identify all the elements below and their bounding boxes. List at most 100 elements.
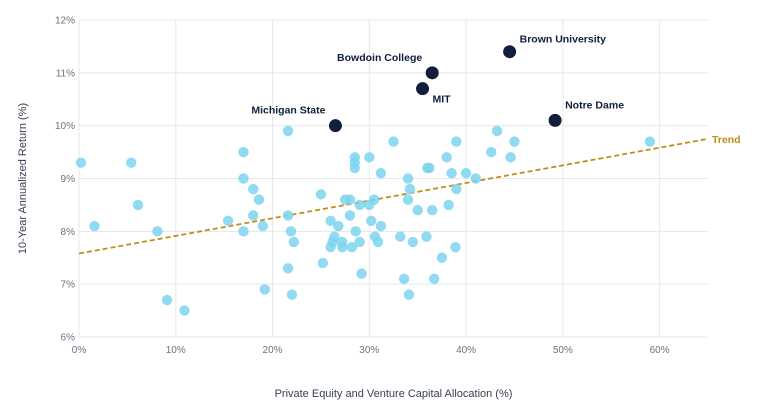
data-point [253,194,265,205]
y-tick-label: 8% [61,227,76,238]
data-point [412,205,423,216]
data-point [317,257,329,269]
highlight-label: Notre Dame [565,99,624,111]
data-point [372,236,384,248]
data-point [354,199,365,211]
data-point [222,215,234,226]
data-points [75,125,656,316]
data-point [344,194,356,205]
y-axis-label: 10-Year Annualized Return (%) [17,103,29,254]
y-tick-label: 9% [61,174,76,185]
data-point [247,210,259,221]
data-point [404,183,416,195]
highlight-point [416,82,430,96]
x-tick-label: 30% [359,345,379,356]
data-point [126,157,137,168]
highlight-label: Bowdoin College [337,52,422,64]
data-point [368,194,380,205]
data-point [451,136,462,147]
highlight-point [328,119,342,133]
data-point [375,220,387,232]
highlight-point [503,45,517,59]
data-point [407,236,419,248]
data-point [446,168,457,179]
data-point [315,189,327,200]
data-point [491,125,503,137]
highlight-point [548,113,562,127]
y-tick-label: 6% [61,333,76,344]
data-point [282,210,294,221]
data-point [257,220,269,232]
data-point [402,173,414,184]
y-tick-label: 10% [55,121,75,132]
data-point [427,205,438,216]
x-axis-ticks: 0% 10% 20% 30% 40% 50% 60% [72,345,670,356]
y-axis-ticks: 6% 7% 8% 9% 10% 11% 12% [55,16,75,344]
data-point [282,125,294,137]
x-tick-label: 60% [650,345,670,356]
data-point [421,231,432,242]
data-point [486,146,497,158]
y-tick-label: 12% [55,16,75,27]
x-tick-label: 0% [72,345,87,356]
data-point [259,284,270,295]
data-point [247,183,259,195]
data-point [509,136,520,147]
trend-label: Trend [712,134,741,146]
x-tick-label: 40% [456,345,476,356]
y-tick-label: 7% [61,280,76,291]
data-point [366,215,377,226]
data-point [441,152,452,163]
data-point [356,268,367,279]
x-tick-label: 50% [553,345,573,356]
data-point [450,241,461,253]
x-tick-label: 10% [166,345,186,356]
data-point [388,136,399,147]
data-point [286,289,298,300]
data-point [238,226,249,237]
data-point [395,231,406,242]
data-point [333,220,344,232]
data-point [364,152,375,163]
data-point [285,226,297,237]
highlight-label: Michigan State [251,105,325,117]
trend-line [78,137,709,255]
data-point [644,136,656,147]
data-point [402,194,414,205]
data-point [350,226,361,237]
x-axis-label: Private Equity and Venture Capital Alloc… [275,388,513,400]
data-point [329,231,340,242]
data-point [75,157,87,168]
data-point [161,294,173,306]
highlight-label: MIT [433,94,452,106]
data-point [403,289,415,300]
data-point [346,241,358,253]
data-point [89,220,100,232]
data-point [282,263,294,274]
data-point [354,236,365,248]
data-point [325,215,336,226]
data-point [436,252,448,263]
data-point [152,226,163,237]
data-point [398,273,410,285]
data-point [443,199,454,211]
grid-lines [78,19,708,338]
data-point [424,162,435,174]
data-point [349,162,360,174]
data-point [288,236,300,248]
highlight-label: Brown University [520,34,607,46]
data-point [179,305,190,316]
data-point [460,168,472,179]
data-point [344,210,356,221]
data-point [505,152,516,163]
data-point [375,168,387,179]
y-tick-label: 11% [56,68,75,79]
data-point [451,183,462,195]
data-point [428,273,440,285]
data-point [238,146,249,158]
highlighted-points: Michigan State Bowdoin College MIT Brown Un… [251,34,624,133]
data-point [132,199,144,211]
data-point [470,173,481,184]
x-tick-label: 20% [263,345,283,356]
